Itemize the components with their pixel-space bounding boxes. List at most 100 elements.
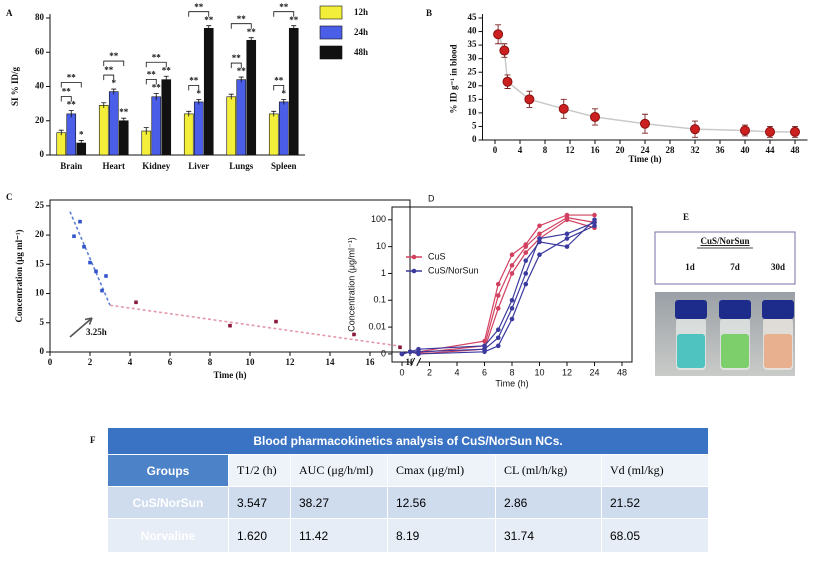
x-tick-label: 6 xyxy=(482,367,487,377)
photo-caption-box xyxy=(654,231,796,285)
annotation: 3.25h xyxy=(86,327,107,337)
error-bar xyxy=(206,25,212,31)
point xyxy=(523,250,529,255)
bracket-label: ** xyxy=(189,75,199,85)
fit-line xyxy=(109,304,405,348)
point xyxy=(537,223,542,229)
day-label: 30d xyxy=(771,262,785,272)
table-cell: Norvaline xyxy=(107,518,229,553)
point xyxy=(564,217,570,223)
point xyxy=(564,231,570,237)
x-tick-label: 10 xyxy=(534,367,544,377)
title-row: Blood pharmacokinetics analysis of CuS/N… xyxy=(106,427,710,455)
error-bar xyxy=(111,88,117,95)
table-cell: 8.19 xyxy=(387,518,496,553)
y-axis-label: Concentration (μg ml⁻¹) xyxy=(14,229,24,322)
x-tick-label: 8 xyxy=(543,145,548,155)
bar xyxy=(118,120,129,156)
bracket xyxy=(145,78,157,85)
y-tick-label: 10 xyxy=(376,241,386,251)
point xyxy=(790,126,800,137)
day-label: 7d xyxy=(730,262,740,272)
bar xyxy=(278,101,289,156)
point xyxy=(564,236,570,241)
header-cell: Groups xyxy=(107,454,229,487)
x-tick-label: 12 xyxy=(286,357,296,367)
point xyxy=(537,236,542,241)
bracket-label: ** xyxy=(274,75,284,85)
table-title: Blood pharmacokinetics analysis of CuS/N… xyxy=(106,427,710,455)
error-bar xyxy=(271,110,277,117)
x-tick-label: 4 xyxy=(454,367,459,377)
error-bar xyxy=(248,37,254,43)
bracket xyxy=(188,84,200,91)
plot-frame xyxy=(391,206,633,363)
point xyxy=(499,45,510,56)
bracket-label: ** xyxy=(279,2,289,12)
x-tick-label: 40 xyxy=(741,145,751,155)
error-bar xyxy=(143,127,149,135)
legend-label: 12h xyxy=(354,7,368,17)
x-tick-label: 44 xyxy=(766,145,776,155)
x-tick-label: 36 xyxy=(716,145,726,155)
table-cell: 11.42 xyxy=(290,518,388,553)
table-row: Norvaline 1.620 11.42 8.19 31.74 68.05 xyxy=(107,518,710,553)
point xyxy=(352,332,356,337)
point xyxy=(493,29,504,40)
point xyxy=(104,274,108,278)
bracket-label: ** xyxy=(67,73,77,83)
significance: * xyxy=(282,88,287,98)
header-cell: CL (ml/h/kg) xyxy=(495,454,602,487)
y-tick-label: 15 xyxy=(35,258,45,268)
error-bar xyxy=(196,98,202,105)
bracket-label: ** xyxy=(232,53,242,63)
header-row: Groups T1/2 (h) AUC (μg/h/ml) Cmax (μg/ml) C… xyxy=(107,454,710,487)
point xyxy=(274,319,278,324)
axis-break xyxy=(412,359,419,367)
y-tick-label: 45 xyxy=(468,12,478,22)
bar xyxy=(236,79,247,156)
bracket xyxy=(230,62,242,69)
day-label: 1d xyxy=(685,262,695,272)
x-axis-label: Time (h) xyxy=(495,378,528,388)
point xyxy=(592,220,597,225)
error-bar xyxy=(186,110,192,117)
vial xyxy=(762,300,794,370)
y-tick-label: 0.01 xyxy=(368,321,386,331)
y-tick-label: 0 xyxy=(40,149,45,159)
point xyxy=(482,343,487,349)
bar xyxy=(246,39,257,156)
point xyxy=(228,323,232,328)
x-tick-label: 20 xyxy=(616,145,626,155)
error-bar xyxy=(101,102,107,108)
significance: * xyxy=(197,88,202,98)
vial xyxy=(675,300,707,370)
y-tick-label: 0 xyxy=(381,348,386,358)
bar xyxy=(151,96,162,156)
bar xyxy=(141,130,152,156)
bracket-label: ** xyxy=(237,14,247,24)
x-axis-label: Time (h) xyxy=(628,154,661,164)
error-bar xyxy=(153,92,159,101)
point xyxy=(94,269,98,274)
point xyxy=(523,271,529,276)
y-tick-label: 5 xyxy=(40,317,45,327)
point xyxy=(509,271,515,276)
annotation-arrow xyxy=(69,317,93,338)
y-tick-label: 20 xyxy=(35,115,45,125)
point xyxy=(523,258,529,263)
y-tick-label: 1 xyxy=(381,268,386,278)
y-tick-label: 40 xyxy=(468,26,478,36)
point xyxy=(398,345,402,350)
bar xyxy=(161,79,172,156)
point xyxy=(100,288,104,293)
x-tick-label: Brain xyxy=(60,161,82,171)
x-tick-label: 48 xyxy=(791,145,801,155)
panel-label: C xyxy=(6,192,13,202)
point xyxy=(509,263,515,268)
point xyxy=(416,351,421,357)
y-axis-label: SI % ID/g xyxy=(10,66,20,106)
bracket xyxy=(103,60,125,67)
table-cell: 12.56 xyxy=(387,486,496,519)
